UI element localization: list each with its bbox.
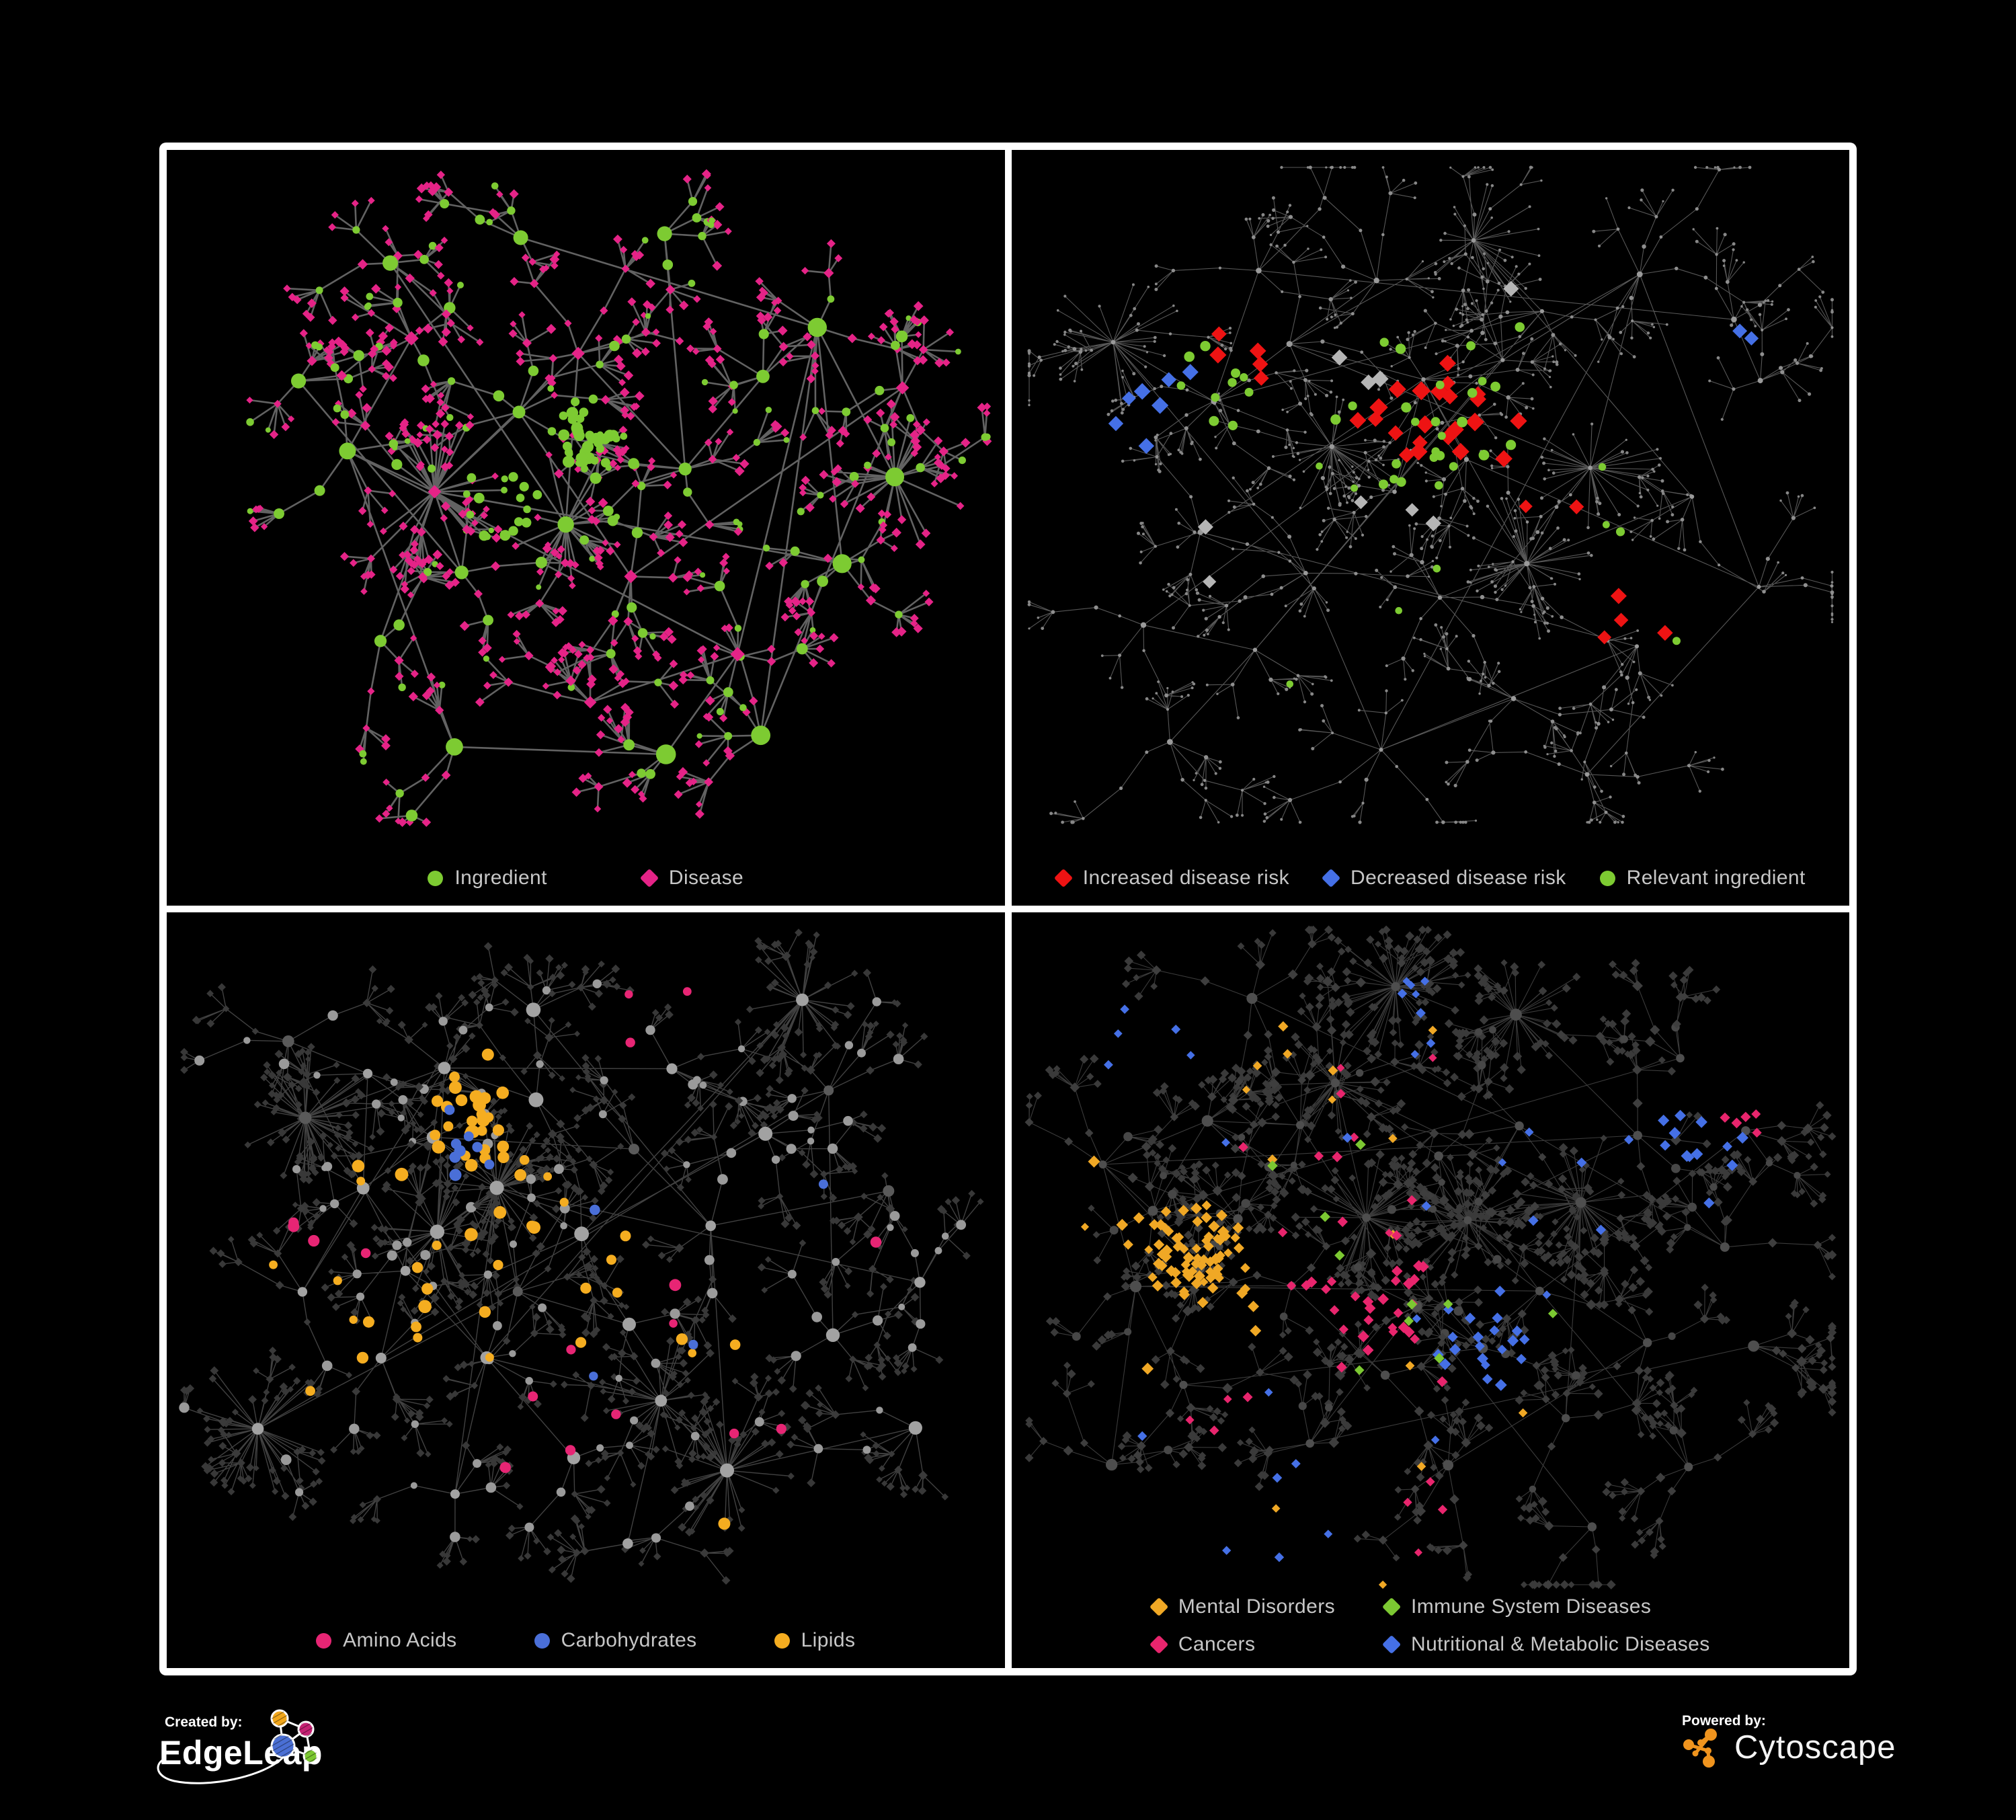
- cytoscape-logo-icon: [1683, 1729, 1717, 1768]
- nutritional-metabolic-diseases-marker-diamond: [1381, 1634, 1402, 1655]
- decreased-disease-risk-marker-diamond: [1321, 868, 1341, 888]
- cytoscape-credit: Powered by: Cytoscape: [1682, 1713, 1896, 1768]
- immune-system-diseases-marker-diamond: [1381, 1597, 1402, 1617]
- ingredient-disease-network-canvas: [246, 169, 992, 827]
- lipids-marker-circle: [774, 1632, 790, 1649]
- disease-class-legend: Mental Disorders Immune System Diseases Ca…: [1149, 1595, 1710, 1655]
- cytoscape-wordmark: Cytoscape: [1734, 1729, 1896, 1766]
- legend-item-decreased-disease-risk: Decreased disease risk: [1321, 867, 1566, 889]
- amino-acids-marker-circle: [316, 1632, 332, 1649]
- ingredient-disease-panel: Ingredient Disease: [167, 150, 1005, 906]
- disease-risk-legend: Increased disease risk Decreased disease …: [1012, 868, 1850, 888]
- legend-label: Nutritional & Metabolic Diseases: [1411, 1633, 1710, 1655]
- disease-class-panel: Mental Disorders Immune System Diseases Ca…: [1011, 912, 1849, 1668]
- legend-item-lipids: Lipids: [774, 1630, 856, 1651]
- legend-label: Lipids: [801, 1629, 856, 1651]
- macronutrient-network-canvas: [179, 928, 984, 1585]
- legend-item-cancers: Cancers: [1149, 1633, 1335, 1655]
- macronutrient-legend: Amino Acids Carbohydrates Lipids: [167, 1630, 1005, 1651]
- edgeleap-wordmark: EdgeLeap: [159, 1734, 323, 1772]
- legend-label: Immune System Diseases: [1411, 1595, 1652, 1618]
- ingredient-marker-circle: [428, 870, 444, 886]
- edgeleap-node-magenta: [297, 1720, 315, 1738]
- legend-label: Disease: [668, 867, 744, 889]
- legend-item-amino-acids: Amino Acids: [316, 1630, 456, 1651]
- ingredient-disease-legend: Ingredient Disease: [167, 868, 1005, 888]
- carbohydrates-marker-circle: [534, 1632, 550, 1649]
- network-grid: Ingredient Disease Increased disease risk…: [159, 143, 1857, 1675]
- macronutrient-panel: Amino Acids Carbohydrates Lipids: [167, 912, 1005, 1668]
- disease-risk-panel: Increased disease risk Decreased disease …: [1011, 150, 1850, 906]
- legend-item-increased-disease-risk: Increased disease risk: [1053, 867, 1290, 889]
- disease-class-network-canvas: [1024, 925, 1837, 1590]
- legend-item-nutritional-metabolic-diseases: Nutritional & Metabolic Diseases: [1381, 1633, 1710, 1655]
- edgeleap-logo-icon: [157, 1709, 319, 1784]
- disease-marker-diamond: [639, 868, 659, 888]
- legend-label: Ingredient: [454, 867, 547, 889]
- edgeleap-node-green: [303, 1748, 319, 1764]
- legend-item-ingredient: Ingredient: [428, 868, 547, 888]
- created-by-label: Created by:: [165, 1714, 243, 1730]
- edgeleap-credit: Created by: EdgeLeap: [157, 1709, 323, 1784]
- legend-label: Amino Acids: [343, 1629, 457, 1651]
- legend-item-immune-system-diseases: Immune System Diseases: [1381, 1595, 1710, 1618]
- edgeleap-node-blue: [270, 1733, 296, 1759]
- legend-item-disease: Disease: [639, 867, 744, 889]
- relevant-ingredient-marker-circle: [1599, 870, 1615, 886]
- increased-disease-risk-marker-diamond: [1053, 868, 1073, 888]
- cancers-marker-diamond: [1149, 1634, 1168, 1655]
- legend-label: Relevant ingredient: [1626, 867, 1806, 889]
- edgeleap-node-orange: [270, 1709, 289, 1728]
- legend-item-relevant-ingredient: Relevant ingredient: [1599, 867, 1806, 889]
- legend-label: Decreased disease risk: [1350, 867, 1566, 889]
- legend-label: Increased disease risk: [1082, 867, 1290, 889]
- disease-risk-network-canvas: [1026, 165, 1834, 824]
- legend-item-mental-disorders: Mental Disorders: [1149, 1595, 1335, 1618]
- legend-label: Cancers: [1178, 1633, 1256, 1655]
- legend-label: Carbohydrates: [561, 1629, 697, 1651]
- mental-disorders-marker-diamond: [1149, 1597, 1168, 1617]
- powered-by-label: Powered by:: [1682, 1713, 1766, 1729]
- edgeleap-swoosh: [157, 1756, 284, 1784]
- legend-item-carbohydrates: Carbohydrates: [534, 1630, 697, 1651]
- legend-label: Mental Disorders: [1178, 1595, 1335, 1618]
